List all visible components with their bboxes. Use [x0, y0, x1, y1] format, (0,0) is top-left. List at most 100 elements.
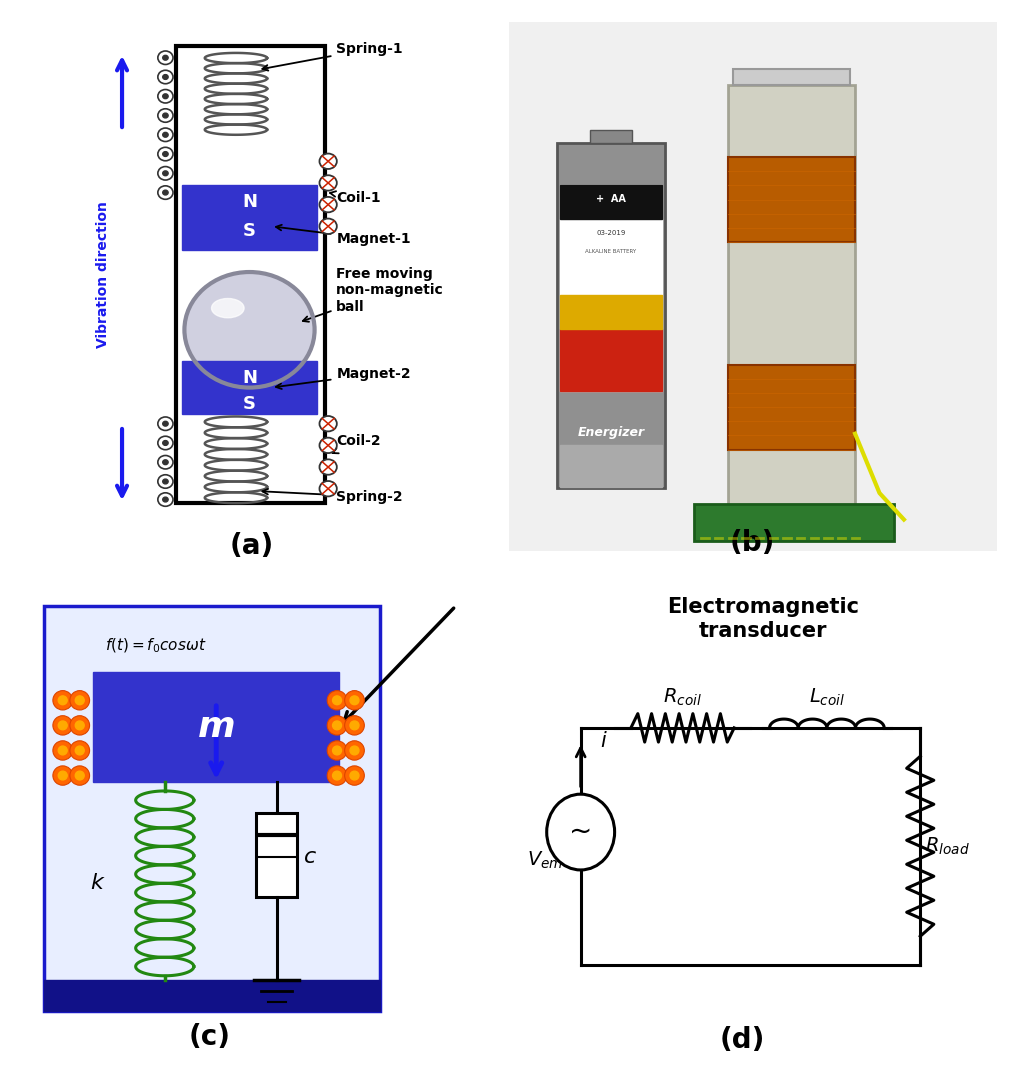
Circle shape: [163, 441, 168, 445]
Circle shape: [158, 147, 173, 161]
Bar: [182, 361, 317, 414]
Ellipse shape: [212, 298, 244, 318]
Bar: [728, 365, 855, 450]
Text: $\boldsymbol{R_{coil}}$: $\boldsymbol{R_{coil}}$: [663, 686, 702, 708]
Circle shape: [547, 795, 614, 870]
Bar: [182, 185, 317, 251]
Circle shape: [158, 90, 173, 103]
Circle shape: [53, 716, 72, 735]
Text: $i$: $i$: [600, 731, 608, 751]
Bar: [559, 295, 662, 330]
Circle shape: [345, 765, 364, 785]
Bar: [94, 672, 340, 783]
Circle shape: [333, 721, 342, 730]
Circle shape: [158, 455, 173, 469]
Circle shape: [53, 691, 72, 710]
Circle shape: [319, 416, 337, 431]
Text: Electromagnetic
transducer: Electromagnetic transducer: [667, 597, 859, 641]
Circle shape: [158, 166, 173, 181]
Text: Coil-1: Coil-1: [330, 191, 381, 205]
Circle shape: [70, 765, 89, 785]
Circle shape: [163, 479, 168, 484]
Bar: [559, 185, 662, 219]
Circle shape: [158, 109, 173, 122]
Circle shape: [327, 716, 347, 735]
Circle shape: [350, 771, 359, 780]
Circle shape: [333, 771, 342, 780]
Text: $c$: $c$: [303, 846, 317, 867]
Circle shape: [345, 716, 364, 735]
Circle shape: [184, 272, 314, 388]
Circle shape: [158, 128, 173, 142]
Text: Magnet-1: Magnet-1: [276, 225, 411, 246]
Text: Vibration direction: Vibration direction: [96, 201, 110, 348]
Circle shape: [75, 721, 84, 730]
Circle shape: [163, 422, 168, 426]
Bar: [728, 157, 855, 242]
Bar: [44, 606, 379, 1011]
Text: (c): (c): [188, 1024, 231, 1052]
Text: $\boldsymbol{R_{load}}$: $\boldsymbol{R_{load}}$: [925, 836, 970, 857]
Circle shape: [58, 771, 67, 780]
Bar: [557, 144, 665, 488]
Text: +  AA: + AA: [596, 193, 625, 203]
Circle shape: [327, 691, 347, 710]
Text: (b): (b): [730, 530, 775, 558]
Text: S: S: [243, 222, 256, 240]
Circle shape: [319, 197, 337, 212]
Text: (a): (a): [230, 533, 275, 560]
Circle shape: [345, 691, 364, 710]
Text: (d): (d): [719, 1027, 765, 1054]
Text: Spring-2: Spring-2: [262, 489, 403, 504]
Circle shape: [158, 51, 173, 65]
Text: ~: ~: [569, 818, 592, 846]
Circle shape: [163, 132, 168, 137]
Circle shape: [345, 740, 364, 760]
Circle shape: [163, 55, 168, 61]
Circle shape: [319, 175, 337, 190]
Circle shape: [163, 75, 168, 79]
Circle shape: [319, 481, 337, 496]
Bar: [728, 85, 855, 509]
Circle shape: [350, 721, 359, 730]
Text: Spring-1: Spring-1: [262, 42, 403, 70]
Text: $f(t)=f_0cos\omega t$: $f(t)=f_0cos\omega t$: [105, 637, 206, 655]
Text: ALKALINE BATTERY: ALKALINE BATTERY: [586, 250, 637, 254]
Circle shape: [158, 493, 173, 506]
Circle shape: [163, 94, 168, 98]
Bar: [176, 45, 325, 503]
Bar: [590, 130, 633, 144]
Bar: [44, 980, 379, 1011]
Circle shape: [75, 771, 84, 780]
Circle shape: [75, 696, 84, 705]
Text: 03-2019: 03-2019: [596, 230, 625, 236]
Circle shape: [327, 740, 347, 760]
Circle shape: [319, 154, 337, 169]
Text: S: S: [243, 396, 256, 413]
Circle shape: [75, 746, 84, 755]
Bar: [559, 330, 662, 391]
Circle shape: [53, 740, 72, 760]
Bar: [559, 185, 662, 391]
Circle shape: [58, 696, 67, 705]
Circle shape: [163, 171, 168, 176]
Bar: [733, 69, 850, 85]
Text: $\boldsymbol{m}$: $\boldsymbol{m}$: [197, 710, 235, 744]
Circle shape: [319, 459, 337, 475]
Circle shape: [319, 218, 337, 233]
Text: $k$: $k$: [89, 873, 106, 893]
Circle shape: [333, 696, 342, 705]
Circle shape: [158, 475, 173, 489]
Circle shape: [158, 437, 173, 450]
Text: Magnet-2: Magnet-2: [276, 366, 411, 389]
Circle shape: [158, 186, 173, 199]
Circle shape: [163, 114, 168, 118]
Text: N: N: [242, 369, 257, 387]
Circle shape: [158, 417, 173, 430]
Text: $\boldsymbol{L_{coil}}$: $\boldsymbol{L_{coil}}$: [809, 686, 845, 708]
Text: Coil-2: Coil-2: [333, 435, 381, 453]
Circle shape: [319, 438, 337, 453]
Circle shape: [70, 716, 89, 735]
Circle shape: [333, 746, 342, 755]
Circle shape: [70, 740, 89, 760]
